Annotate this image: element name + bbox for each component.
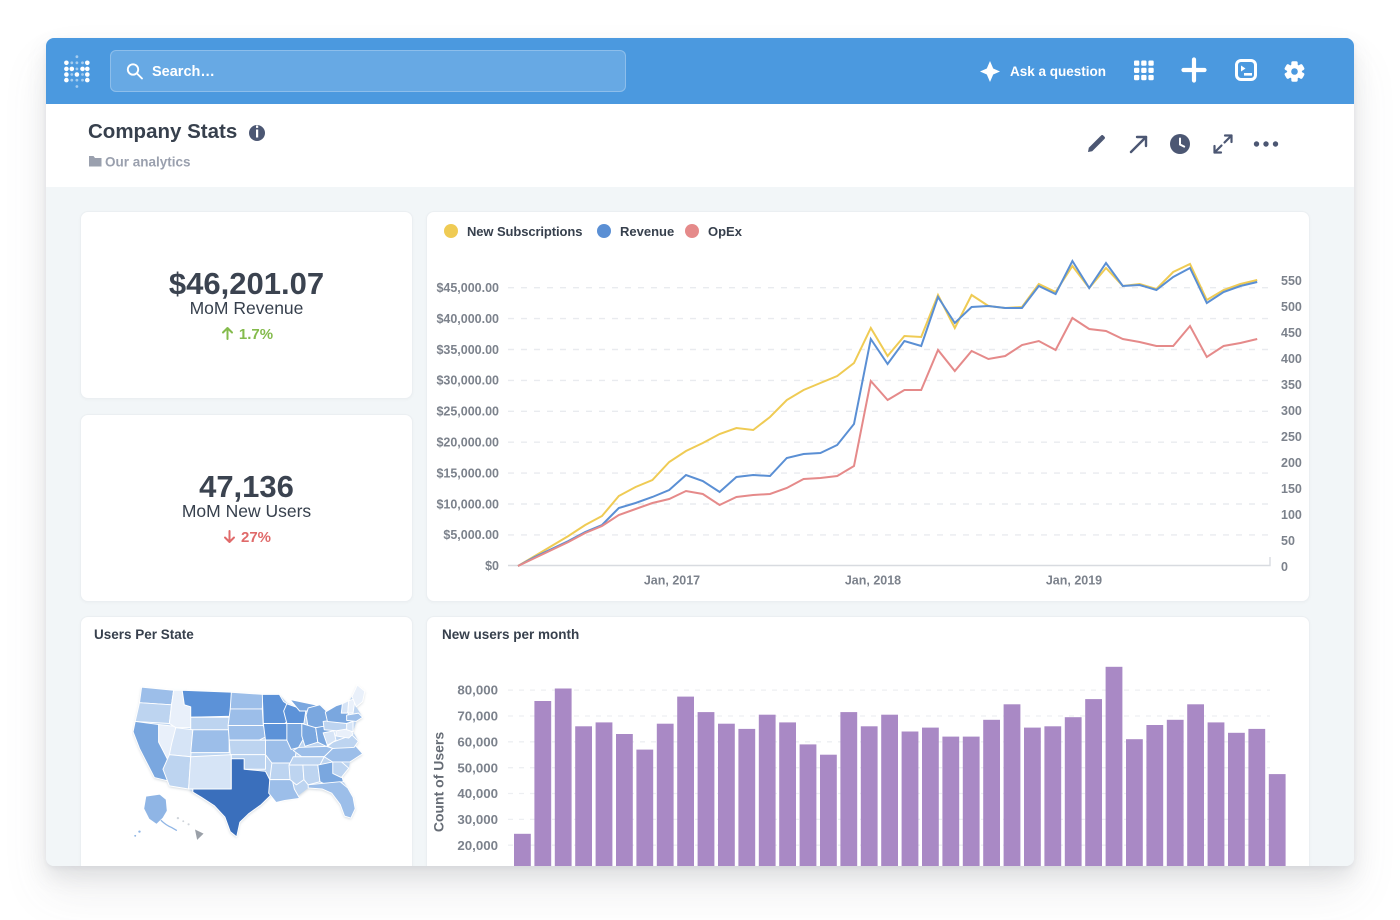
svg-text:100: 100 <box>1281 508 1302 522</box>
svg-text:Jan, 2018: Jan, 2018 <box>845 574 901 588</box>
svg-text:400: 400 <box>1281 352 1302 366</box>
svg-text:550: 550 <box>1281 274 1302 288</box>
svg-text:$15,000.00: $15,000.00 <box>436 466 499 480</box>
svg-text:30,000: 30,000 <box>457 812 498 827</box>
svg-text:350: 350 <box>1281 378 1302 392</box>
svg-text:300: 300 <box>1281 404 1302 418</box>
svg-text:Jan, 2017: Jan, 2017 <box>644 574 700 588</box>
svg-text:$0: $0 <box>485 559 499 573</box>
svg-text:80,000: 80,000 <box>457 683 498 698</box>
svg-text:Count of Users: Count of Users <box>431 732 447 833</box>
svg-text:Ask a question: Ask a question <box>1010 64 1106 79</box>
svg-text:$10,000.00: $10,000.00 <box>436 497 499 511</box>
svg-text:$25,000.00: $25,000.00 <box>436 405 499 419</box>
svg-text:20,000: 20,000 <box>457 838 498 853</box>
svg-text:Our analytics: Our analytics <box>105 155 191 170</box>
svg-text:$5,000.00: $5,000.00 <box>443 528 499 542</box>
svg-text:50: 50 <box>1281 534 1295 548</box>
svg-text:70,000: 70,000 <box>457 709 498 724</box>
svg-text:250: 250 <box>1281 430 1302 444</box>
svg-text:$30,000.00: $30,000.00 <box>436 374 499 388</box>
svg-text:60,000: 60,000 <box>457 734 498 749</box>
svg-text:Revenue: Revenue <box>620 224 674 239</box>
svg-text:$40,000.00: $40,000.00 <box>436 312 499 326</box>
svg-text:$45,000.00: $45,000.00 <box>436 281 499 295</box>
svg-text:150: 150 <box>1281 482 1302 496</box>
svg-text:50,000: 50,000 <box>457 760 498 775</box>
svg-text:Search…: Search… <box>152 64 215 80</box>
svg-text:0: 0 <box>1281 560 1288 574</box>
svg-text:OpEx: OpEx <box>708 224 743 239</box>
svg-text:Jan, 2019: Jan, 2019 <box>1046 574 1102 588</box>
svg-text:40,000: 40,000 <box>457 786 498 801</box>
svg-text:200: 200 <box>1281 456 1302 470</box>
svg-text:$20,000.00: $20,000.00 <box>436 436 499 450</box>
svg-text:New Subscriptions: New Subscriptions <box>467 224 582 239</box>
svg-text:$35,000.00: $35,000.00 <box>436 343 499 357</box>
svg-text:450: 450 <box>1281 326 1302 340</box>
svg-text:500: 500 <box>1281 300 1302 314</box>
